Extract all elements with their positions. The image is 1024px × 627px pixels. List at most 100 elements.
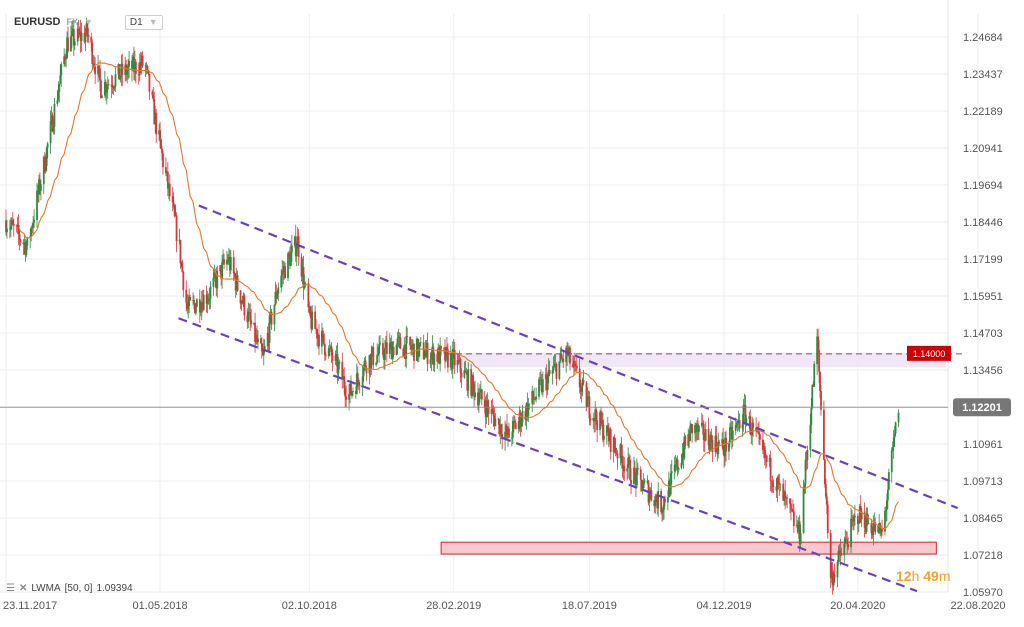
candle-body bbox=[603, 435, 605, 440]
candle-body bbox=[422, 342, 425, 359]
candle-body bbox=[594, 409, 597, 422]
candle-body bbox=[209, 286, 212, 299]
candle-body bbox=[525, 403, 528, 420]
candle-body bbox=[364, 360, 367, 369]
candle-body bbox=[840, 554, 843, 556]
candle-body bbox=[317, 334, 319, 339]
time-axis: 23.11.2017 01.05.2018 02.10.2018 28.02.2019… bbox=[3, 600, 1006, 612]
candle-body bbox=[133, 57, 135, 72]
candle-body bbox=[465, 372, 468, 374]
candle-body bbox=[768, 457, 771, 462]
candle-body bbox=[792, 511, 795, 526]
candle-body bbox=[779, 483, 782, 485]
candle-body bbox=[355, 373, 358, 394]
y-tick-label: 1.05970 bbox=[963, 587, 1003, 599]
candle-body bbox=[331, 355, 334, 361]
candle-body bbox=[59, 75, 62, 84]
chevron-down-icon: ▼ bbox=[148, 17, 158, 27]
candle-body bbox=[574, 365, 577, 367]
candle-body bbox=[587, 396, 590, 399]
candle-body bbox=[508, 428, 510, 438]
x-tick-label: 02.10.2018 bbox=[282, 600, 337, 612]
candle-body bbox=[236, 275, 239, 291]
candle-body bbox=[691, 424, 694, 434]
candle-body bbox=[483, 399, 486, 408]
candle-body bbox=[431, 346, 434, 354]
candle-body bbox=[90, 36, 93, 43]
candle-body bbox=[160, 139, 162, 149]
candle-body bbox=[636, 467, 639, 470]
candle-body bbox=[601, 419, 603, 424]
candle-body bbox=[58, 83, 61, 92]
candle-body bbox=[816, 336, 819, 365]
candle-body bbox=[343, 376, 346, 389]
candle-body bbox=[432, 346, 435, 366]
close-icon[interactable]: ✕ bbox=[18, 583, 28, 594]
candle-body bbox=[717, 441, 720, 455]
candle-body bbox=[593, 417, 596, 422]
candle-body bbox=[863, 511, 866, 528]
candle-body bbox=[763, 446, 766, 458]
candle-body bbox=[148, 74, 151, 92]
candle-body bbox=[165, 167, 167, 174]
candle-body bbox=[823, 409, 825, 460]
candle-body bbox=[249, 311, 252, 321]
settings-icon[interactable]: ☰ bbox=[6, 583, 15, 594]
candle-body bbox=[199, 310, 202, 313]
candle-body bbox=[662, 509, 664, 513]
candle-body bbox=[195, 306, 197, 313]
candle-body bbox=[599, 412, 601, 431]
candle-body bbox=[395, 344, 398, 356]
candle-body bbox=[362, 365, 365, 377]
candle-body bbox=[328, 348, 331, 350]
candle-body bbox=[890, 450, 893, 473]
candle-body bbox=[71, 29, 74, 32]
candle-body bbox=[714, 435, 717, 453]
candle-body bbox=[820, 390, 822, 410]
candle-body bbox=[294, 236, 297, 257]
candle-body bbox=[464, 370, 467, 373]
candle-body bbox=[573, 360, 576, 366]
candle-body bbox=[263, 346, 266, 351]
chevron-down-icon[interactable]: ▼ bbox=[83, 17, 93, 27]
candle-body bbox=[92, 63, 95, 65]
timeframe-select[interactable]: D1 ▼ bbox=[124, 14, 163, 30]
candle-body bbox=[277, 287, 280, 294]
candle-body bbox=[615, 452, 618, 454]
y-tick-label: 1.07218 bbox=[963, 550, 1003, 562]
candle-body bbox=[9, 225, 12, 230]
candle-body bbox=[704, 429, 707, 441]
candle-body bbox=[769, 457, 772, 481]
candle-body bbox=[527, 404, 530, 417]
candle-body bbox=[85, 23, 88, 35]
candle-body bbox=[519, 412, 522, 427]
last-price-label: 1.12201 bbox=[962, 402, 1002, 414]
candle-body bbox=[262, 350, 265, 356]
candle-body bbox=[352, 390, 354, 392]
candle-body bbox=[255, 334, 257, 342]
candle-body bbox=[132, 57, 134, 71]
candle-body bbox=[354, 390, 357, 394]
candle-body bbox=[396, 338, 399, 345]
candle-countdown: 12h 49m bbox=[896, 568, 951, 584]
candle-body bbox=[479, 389, 482, 393]
resistance-tag bbox=[907, 345, 951, 361]
candle-body bbox=[321, 330, 324, 334]
y-tick-label: 1.18446 bbox=[963, 217, 1003, 229]
candle-body bbox=[494, 418, 497, 426]
candle-body bbox=[836, 562, 839, 578]
candle-body bbox=[56, 100, 59, 104]
candle-body bbox=[259, 338, 262, 344]
symbol-label[interactable]: EURUSD bbox=[14, 16, 61, 28]
candle-body bbox=[799, 532, 802, 545]
candle-body bbox=[430, 353, 433, 360]
candle-body bbox=[212, 278, 215, 287]
candle-body bbox=[755, 428, 757, 431]
candle-body bbox=[626, 468, 629, 472]
candle-body bbox=[534, 399, 537, 401]
candle-body bbox=[785, 497, 788, 499]
candle-body bbox=[10, 220, 13, 226]
candle-body bbox=[813, 364, 816, 387]
